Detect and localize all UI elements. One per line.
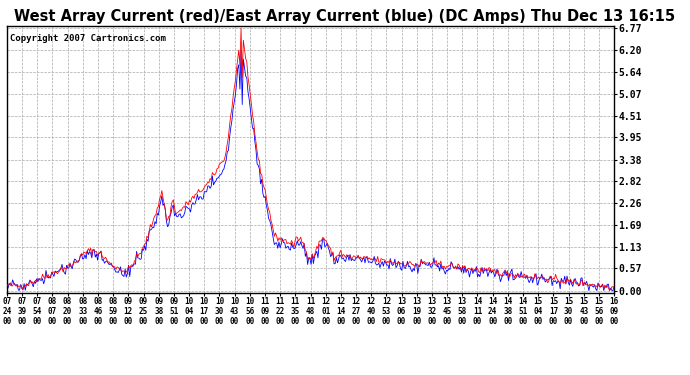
Text: Copyright 2007 Cartronics.com: Copyright 2007 Cartronics.com: [10, 34, 166, 43]
Text: West Array Current (red)/East Array Current (blue) (DC Amps) Thu Dec 13 16:15: West Array Current (red)/East Array Curr…: [14, 9, 676, 24]
